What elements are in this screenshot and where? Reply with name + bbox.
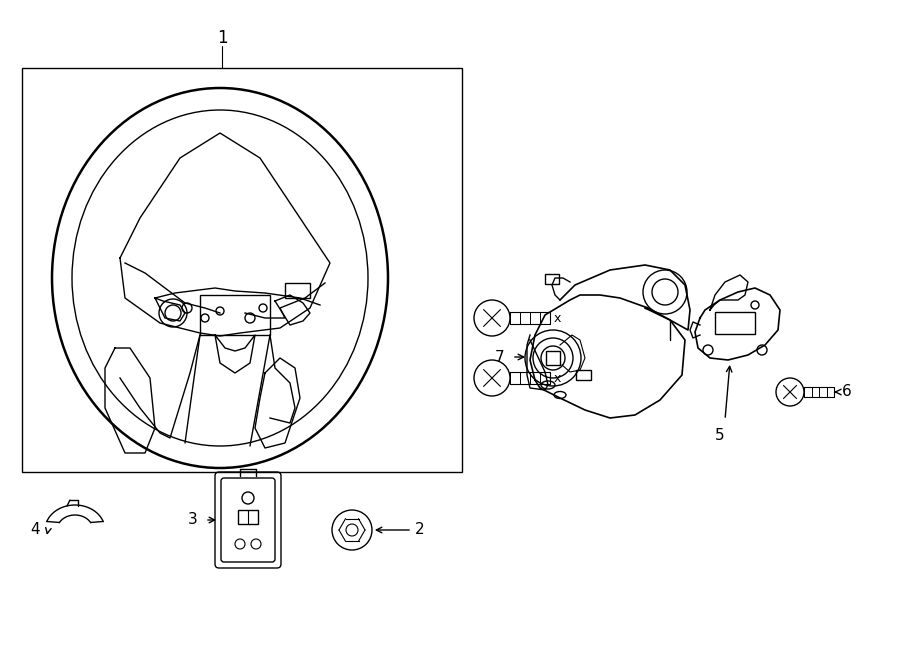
Circle shape <box>332 510 372 550</box>
Bar <box>285 283 310 298</box>
Bar <box>715 312 755 334</box>
Text: 7: 7 <box>495 350 505 364</box>
Text: 3: 3 <box>188 512 198 527</box>
Text: 1: 1 <box>217 29 228 47</box>
Text: 6: 6 <box>842 385 851 399</box>
Bar <box>238 510 258 524</box>
Circle shape <box>474 300 510 336</box>
Bar <box>576 370 591 380</box>
Bar <box>545 274 559 284</box>
Text: 5: 5 <box>716 428 724 442</box>
Bar <box>22 68 462 472</box>
Circle shape <box>776 378 804 406</box>
Text: x: x <box>554 311 562 325</box>
Circle shape <box>474 360 510 396</box>
Bar <box>200 295 270 335</box>
Text: x: x <box>554 371 562 385</box>
Text: 4: 4 <box>31 522 40 537</box>
Text: 2: 2 <box>415 522 425 537</box>
Bar <box>546 351 560 365</box>
